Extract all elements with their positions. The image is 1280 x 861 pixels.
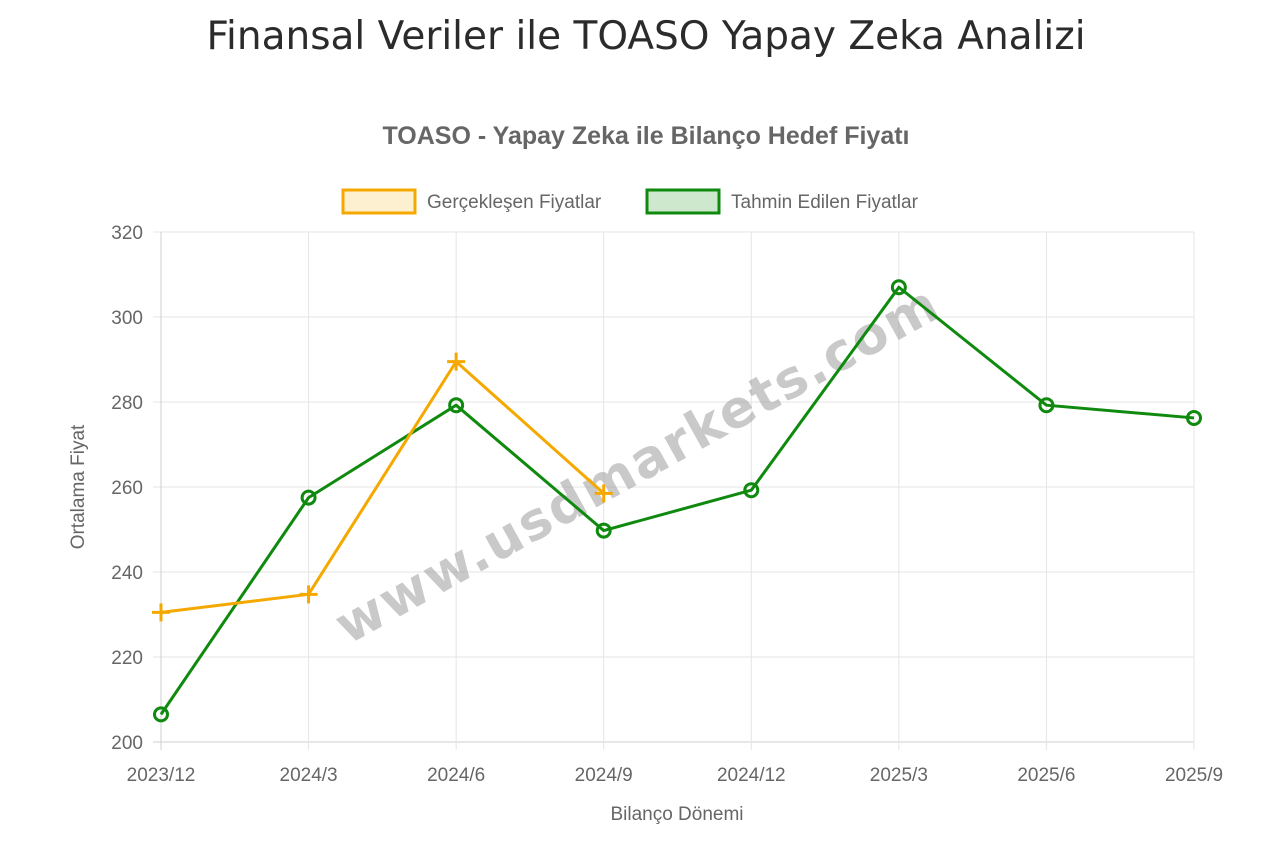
data-point bbox=[595, 522, 612, 539]
x-tick-label: 2024/9 bbox=[575, 765, 633, 786]
series-actual bbox=[152, 352, 613, 622]
x-tick-label: 2023/12 bbox=[127, 765, 196, 786]
legend-swatch bbox=[341, 188, 417, 215]
data-point bbox=[447, 352, 466, 371]
series-line bbox=[159, 285, 1195, 716]
y-tick-label: 280 bbox=[111, 393, 143, 414]
x-axis-ticks: 2023/12 2024/3 2024/6 2024/9 2024/12 2025/3 20… bbox=[127, 765, 1223, 786]
data-point bbox=[890, 279, 907, 296]
x-tick-label: 2025/6 bbox=[1017, 765, 1075, 786]
data-point bbox=[153, 706, 169, 723]
data-point bbox=[1038, 397, 1055, 414]
legend-item[interactable]: Gerçekleşen Fiyatlar bbox=[341, 188, 602, 215]
data-point bbox=[743, 482, 760, 499]
data-point bbox=[152, 603, 170, 622]
y-tick-label: 240 bbox=[111, 563, 143, 584]
watermark: www.usdmarkets.com bbox=[325, 274, 950, 657]
data-point bbox=[448, 397, 465, 414]
legend-item[interactable]: Tahmin Edilen Fiyatlar bbox=[645, 188, 919, 215]
legend-swatch bbox=[645, 188, 721, 215]
y-tick-label: 320 bbox=[111, 223, 143, 244]
page-title: Finansal Veriler ile TOASO Yapay Zeka An… bbox=[206, 14, 1086, 59]
y-tick-label: 220 bbox=[111, 648, 143, 669]
y-tick-label: 300 bbox=[111, 308, 143, 329]
x-axis-label: Bilanço Dönemi bbox=[610, 804, 743, 825]
x-tick-label: 2025/9 bbox=[1165, 765, 1223, 786]
data-point bbox=[300, 489, 317, 506]
series-forecast bbox=[153, 279, 1202, 723]
data-point bbox=[594, 484, 613, 503]
y-axis-label: Ortalama Fiyat bbox=[68, 424, 89, 549]
chart-title: TOASO - Yapay Zeka ile Bilanço Hedef Fiy… bbox=[382, 122, 909, 150]
chart-legend: Gerçekleşen Fiyatlar Tahmin Edilen Fiyatl… bbox=[341, 188, 919, 215]
data-point bbox=[299, 585, 318, 604]
x-tick-label: 2025/3 bbox=[870, 765, 928, 786]
legend-label: Gerçekleşen Fiyatlar bbox=[427, 192, 602, 213]
x-tick-label: 2024/3 bbox=[280, 765, 338, 786]
series-layer bbox=[152, 279, 1202, 723]
x-tick-label: 2024/12 bbox=[717, 765, 786, 786]
x-tick-label: 2024/6 bbox=[427, 765, 485, 786]
series-line bbox=[160, 360, 605, 614]
y-tick-label: 200 bbox=[111, 733, 143, 754]
data-point bbox=[1186, 409, 1202, 426]
y-tick-label: 260 bbox=[111, 478, 143, 499]
y-axis-ticks: 200 220 240 260 280 300 320 bbox=[111, 223, 143, 754]
legend-label: Tahmin Edilen Fiyatlar bbox=[731, 192, 919, 213]
